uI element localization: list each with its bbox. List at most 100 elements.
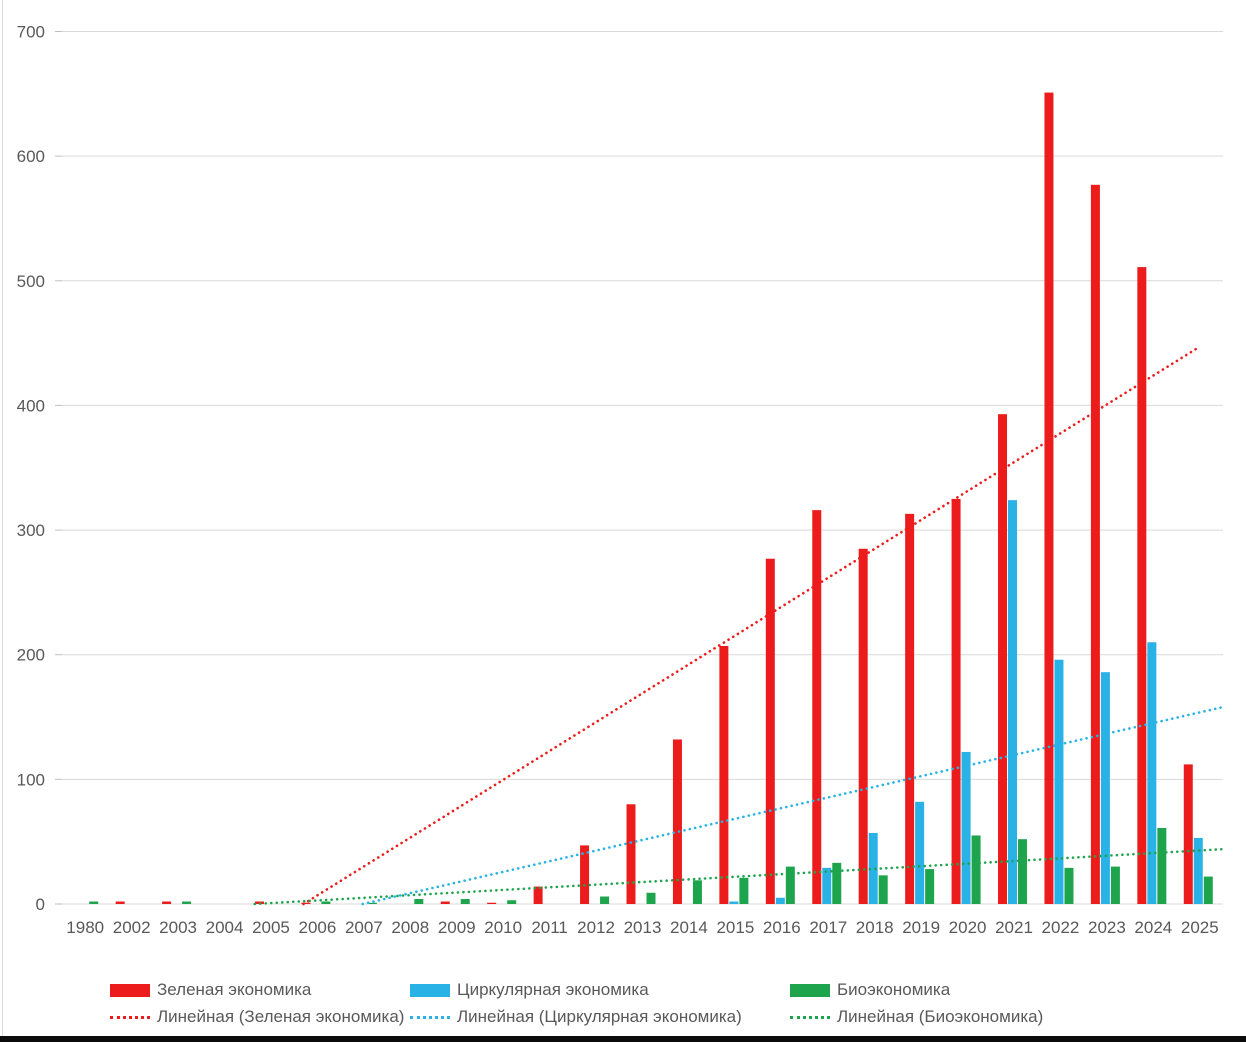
bar-bioeconomy-2008 — [414, 899, 424, 904]
x-axis-label: 2022 — [1042, 918, 1080, 937]
legend-item-green-economy[interactable]: Зеленая экономика — [110, 979, 311, 1001]
x-axis-label: 2014 — [670, 918, 708, 937]
bar-bioeconomy-2021 — [1018, 839, 1028, 904]
bar-green-economy-2017 — [812, 510, 822, 904]
bar-bioeconomy-1980 — [89, 901, 99, 904]
y-axis-label: 500 — [17, 272, 45, 291]
bar-bioeconomy-2022 — [1064, 867, 1074, 904]
bar-bioeconomy-2007 — [367, 902, 377, 904]
bar-green-economy-2013 — [626, 804, 636, 904]
bar-green-economy-2018 — [858, 548, 868, 904]
bar-bioeconomy-2009 — [460, 899, 470, 904]
bar-bioeconomy-2024 — [1157, 827, 1167, 904]
bar-bioeconomy-2025 — [1203, 876, 1213, 904]
bar-bioeconomy-2012 — [600, 896, 610, 904]
bar-green-economy-2012 — [580, 845, 590, 904]
x-axis-label: 2007 — [345, 918, 383, 937]
window-left-edge — [2, 0, 3, 1036]
bar-green-economy-2002 — [115, 901, 125, 904]
legend-label: Циркулярная экономика — [457, 980, 649, 999]
bar-bioeconomy-2016 — [785, 866, 795, 904]
x-axis-label: 2021 — [995, 918, 1033, 937]
legend-label: Линейная (Зеленая экономика) — [157, 1007, 405, 1026]
x-axis-label: 2004 — [206, 918, 244, 937]
bar-circular-economy-2020 — [961, 751, 971, 904]
bar-green-economy-2009 — [440, 901, 450, 904]
y-axis-label: 200 — [17, 646, 45, 665]
legend-item-trend-circular-economy[interactable]: Линейная (Циркулярная экономика) — [410, 1006, 742, 1028]
bar-bioeconomy-2013 — [646, 892, 656, 904]
x-axis-label: 2005 — [252, 918, 290, 937]
trendline-bioeconomy — [253, 847, 1225, 906]
x-axis-label: 2025 — [1181, 918, 1219, 937]
x-axis-label: 2011 — [531, 918, 568, 937]
bar-circular-economy-2024 — [1147, 642, 1157, 904]
bar-circular-economy-2015 — [729, 901, 739, 904]
legend-dotted-line-green — [790, 1015, 830, 1019]
bar-circular-economy-2023 — [1100, 672, 1110, 904]
y-axis-label: 300 — [17, 521, 45, 540]
legend-label: Линейная (Циркулярная экономика) — [457, 1007, 742, 1026]
x-axis-label: 2019 — [902, 918, 940, 937]
legend-swatch-green — [790, 983, 830, 997]
legend-dotted-line-blue — [410, 1015, 450, 1019]
bar-green-economy-2023 — [1090, 184, 1100, 904]
bar-bioeconomy-2010 — [507, 900, 517, 904]
bar-bioeconomy-2006 — [321, 901, 331, 904]
y-axis-label: 0 — [36, 895, 45, 914]
bar-bioeconomy-2018 — [878, 875, 888, 904]
bar-green-economy-2010 — [487, 902, 497, 904]
bar-green-economy-2016 — [765, 558, 775, 904]
trendline-green-economy — [302, 346, 1199, 906]
bar-circular-economy-2022 — [1054, 659, 1064, 904]
bar-circular-economy-2018 — [868, 832, 878, 904]
legend-row-series: Зеленая экономика Циркулярная экономика … — [0, 979, 1246, 1001]
bar-green-economy-2015 — [719, 645, 729, 904]
y-axis-label: 600 — [17, 147, 45, 166]
bar-circular-economy-2021 — [1008, 500, 1018, 904]
bar-green-economy-2019 — [905, 513, 915, 904]
bar-circular-economy-2016 — [775, 897, 785, 904]
legend-swatch-red — [110, 983, 150, 997]
bar-bioeconomy-2017 — [832, 862, 842, 904]
x-axis-label: 2012 — [577, 918, 615, 937]
legend-label: Линейная (Биоэкономика) — [837, 1007, 1044, 1026]
legend-row-trendlines: Линейная (Зеленая экономика) Линейная (Ц… — [0, 1006, 1246, 1028]
bar-green-economy-2020 — [951, 498, 961, 904]
bar-bioeconomy-2014 — [692, 880, 702, 904]
bar-bioeconomy-2023 — [1110, 866, 1120, 904]
legend-item-circular-economy[interactable]: Циркулярная экономика — [410, 979, 649, 1001]
legend-dotted-line-red — [110, 1015, 150, 1019]
trendline-circular-economy — [361, 705, 1225, 906]
bar-green-economy-2024 — [1137, 267, 1147, 904]
legend-label: Биоэкономика — [837, 980, 951, 999]
x-axis-label: 2023 — [1088, 918, 1126, 937]
bar-green-economy-2022 — [1044, 92, 1054, 904]
bottom-bar — [0, 1036, 1246, 1042]
bar-circular-economy-2017 — [822, 867, 832, 904]
y-axis-label: 100 — [17, 770, 45, 789]
legend-item-trend-bioeconomy[interactable]: Линейная (Биоэкономика) — [790, 1006, 1043, 1028]
bar-bioeconomy-2019 — [925, 869, 935, 904]
x-axis-label: 2015 — [716, 918, 754, 937]
bar-bioeconomy-2020 — [971, 835, 981, 904]
bar-green-economy-2014 — [672, 739, 682, 904]
legend-swatch-blue — [410, 983, 450, 997]
x-axis-label: 2020 — [949, 918, 987, 937]
x-axis-label: 2008 — [391, 918, 429, 937]
legend-label: Зеленая экономика — [157, 980, 312, 999]
x-axis-label: 2016 — [763, 918, 801, 937]
x-axis-label: 2003 — [159, 918, 197, 937]
x-axis-label: 1980 — [66, 918, 104, 937]
x-axis-label: 2013 — [624, 918, 662, 937]
x-axis-label: 2002 — [113, 918, 151, 937]
legend-item-bioeconomy[interactable]: Биоэкономика — [790, 979, 950, 1001]
legend-item-trend-green-economy[interactable]: Линейная (Зеленая экономика) — [110, 1006, 404, 1028]
bar-green-economy-2006 — [301, 902, 311, 904]
y-axis-label: 700 — [17, 23, 45, 42]
bar-green-economy-2003 — [162, 901, 172, 904]
x-axis-label: 2010 — [484, 918, 522, 937]
x-axis-label: 2006 — [299, 918, 337, 937]
